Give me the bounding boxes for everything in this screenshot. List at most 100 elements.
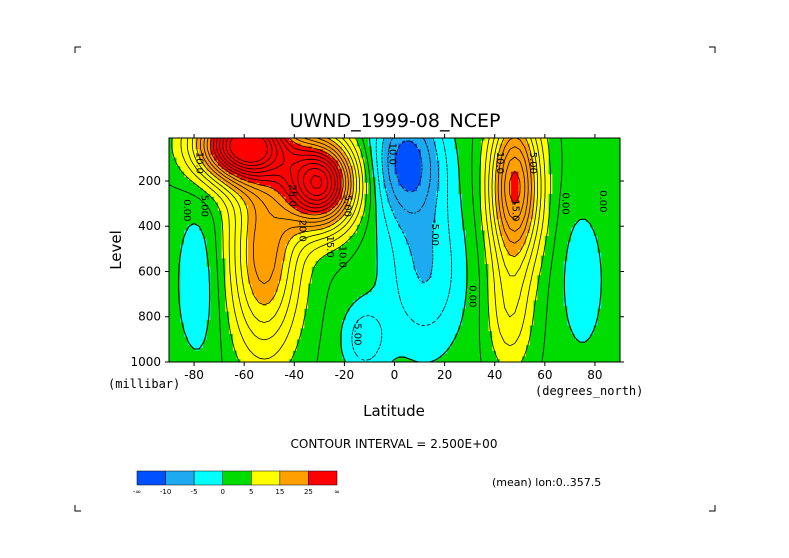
contour-fill-cell xyxy=(356,224,362,229)
contour-fill-cell xyxy=(413,154,418,159)
contour-fill-cell xyxy=(274,213,279,217)
contour-fill-cell xyxy=(390,182,396,187)
contour-fill-cell xyxy=(225,227,230,231)
contour-fill-cell xyxy=(492,185,497,189)
contour-fill-cell xyxy=(184,171,189,175)
contour-fill-cell xyxy=(311,210,317,215)
contour-fill-cell xyxy=(383,196,388,201)
contour-fill-cell xyxy=(232,143,238,147)
contour-fill-cell xyxy=(270,146,275,150)
contour-fill-cell xyxy=(304,219,309,223)
contour-fill-cell xyxy=(274,250,279,254)
contour-fill-cell xyxy=(247,168,253,173)
contour-fill-cell xyxy=(488,236,493,240)
contour-fill-cell xyxy=(326,152,332,156)
contour-fill-cell xyxy=(296,166,302,170)
contour-fill-cell xyxy=(206,157,211,161)
contour-fill-cell xyxy=(304,241,309,245)
contour-fill-cell xyxy=(541,180,546,184)
contour-fill-cell xyxy=(552,199,557,203)
contour-fill-cell xyxy=(488,143,493,147)
contour-fill-cell xyxy=(439,247,444,251)
contour-fill-cell xyxy=(544,188,550,192)
contour-fill-cell xyxy=(326,174,332,178)
contour-fill-cell xyxy=(176,177,181,181)
contour-fill-cell xyxy=(341,188,347,192)
contour-fill-cell xyxy=(356,202,362,206)
contour-fill-cell xyxy=(169,247,174,251)
contour-fill-cell xyxy=(413,233,418,237)
contour-fill-cell xyxy=(511,174,516,178)
contour-fill-cell xyxy=(582,210,587,215)
contour-fill-cell xyxy=(458,163,463,167)
contour-fill-cell xyxy=(601,210,606,215)
contour-fill-cell xyxy=(533,166,538,170)
contour-fill-cell xyxy=(480,222,486,226)
contour-fill-cell xyxy=(289,241,294,245)
contour-fill-cell xyxy=(495,213,501,217)
filled-contours xyxy=(169,138,620,362)
contour-fill-cell xyxy=(304,191,309,195)
contour-fill-cell xyxy=(300,180,305,184)
contour-fill-cell xyxy=(341,222,347,226)
contour-fill-cell xyxy=(604,180,610,184)
contour-fill-cell xyxy=(180,154,185,159)
contour-fill-cell xyxy=(236,138,242,142)
contour-fill-cell xyxy=(417,224,422,229)
contour-fill-cell xyxy=(229,140,234,145)
contour-fill-cell xyxy=(567,233,572,237)
contour-fill-cell xyxy=(405,146,411,150)
contour-fill-cell xyxy=(259,166,264,170)
contour-fill-cell xyxy=(612,140,617,145)
contour-fill-cell xyxy=(548,208,553,212)
contour-fill-cell xyxy=(593,182,599,187)
contour-fill-cell xyxy=(266,140,272,145)
contour-fill-cell xyxy=(589,174,595,178)
contour-fill-cell xyxy=(360,174,366,178)
contour-fill-cell xyxy=(184,152,189,156)
contour-fill-cell xyxy=(405,160,411,164)
contour-fill-cell xyxy=(386,238,392,243)
contour-fill-cell xyxy=(503,222,508,226)
contour-fill-cell xyxy=(300,138,305,142)
contour-fill-cell xyxy=(206,219,211,223)
contour-fill-cell xyxy=(240,210,245,215)
contour-fill-cell xyxy=(259,160,264,164)
contour-fill-cell xyxy=(443,230,448,234)
contour-fill-cell xyxy=(582,224,587,229)
contour-fill-cell xyxy=(507,224,512,229)
contour-fill-cell xyxy=(326,244,332,248)
contour-fill-cell xyxy=(375,205,381,209)
contour-fill-cell xyxy=(529,154,535,159)
contour-fill-cell xyxy=(420,168,426,173)
contour-fill-cell xyxy=(503,224,508,229)
contour-fill-cell xyxy=(514,202,520,206)
contour-fill-cell xyxy=(341,177,347,181)
contour-fill-cell xyxy=(180,250,185,254)
contour-fill-cell xyxy=(526,154,531,159)
contour-fill-cell xyxy=(308,177,313,181)
contour-fill-cell xyxy=(319,230,324,234)
contour-fill-cell xyxy=(473,244,478,248)
contour-fill-cell xyxy=(221,171,226,175)
contour-fill-cell xyxy=(349,188,354,192)
contour-fill-cell xyxy=(345,252,350,257)
contour-fill-cell xyxy=(217,177,223,181)
contour-fill-cell xyxy=(537,163,542,167)
contour-fill-cell xyxy=(559,138,565,142)
contour-fill-cell xyxy=(296,236,302,240)
contour-fill-cell xyxy=(296,222,302,226)
contour-fill-cell xyxy=(405,138,411,142)
contour-fill-cell xyxy=(371,252,377,257)
contour-fill-cell xyxy=(251,180,257,184)
contour-fill-cell xyxy=(413,252,418,257)
contour-fill-cell xyxy=(334,208,339,212)
contour-fill-cell xyxy=(522,219,527,223)
contour-fill-cell xyxy=(368,213,373,217)
contour-fill-cell xyxy=(326,250,332,254)
contour-fill-cell xyxy=(495,160,501,164)
contour-fill-cell xyxy=(169,154,174,159)
contour-fill-cell xyxy=(349,205,354,209)
contour-fill-cell xyxy=(443,210,448,215)
contour-fill-cell xyxy=(326,213,332,217)
